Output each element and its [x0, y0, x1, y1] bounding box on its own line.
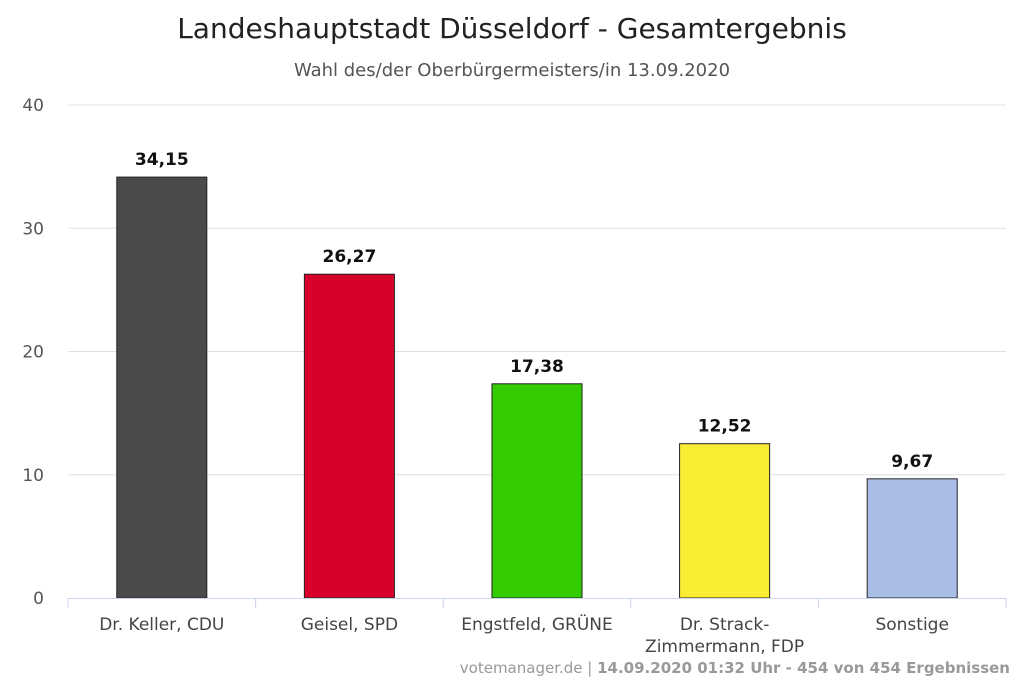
data-label: 12,52 — [698, 417, 752, 437]
bar[interactable] — [116, 176, 208, 599]
data-label: 34,15 — [135, 150, 189, 170]
x-tick-label: Geisel, SPD — [301, 615, 398, 635]
x-tick-label: Dr. Keller, CDU — [99, 615, 224, 635]
x-tick-label: Sonstige — [875, 615, 948, 635]
credits-status: 14.09.2020 01:32 Uhr - 454 von 454 Ergeb… — [597, 659, 1010, 677]
y-tick-label: 30 — [22, 219, 44, 239]
credits-separator: | — [582, 659, 598, 677]
bars — [116, 176, 958, 599]
x-tick-label: Zimmermann, FDP — [645, 637, 804, 657]
x-tick-label: Engstfeld, GRÜNE — [461, 613, 612, 635]
x-axis: Dr. Keller, CDU Geisel, SPD Engstfeld, GRÜ… — [67, 598, 1007, 657]
chart-title: Landeshauptstadt Düsseldorf - Gesamterge… — [177, 12, 847, 45]
data-label: 17,38 — [510, 357, 564, 377]
data-labels: 34,15 26,27 17,38 12,52 9,67 — [135, 150, 933, 472]
data-label: 9,67 — [891, 452, 933, 472]
y-tick-label: 10 — [22, 466, 44, 486]
x-tick-label: Dr. Strack- — [680, 615, 770, 635]
bar[interactable] — [303, 273, 395, 599]
data-label: 26,27 — [323, 247, 377, 267]
credits-source[interactable]: votemanager.de — [459, 659, 583, 677]
y-tick-label: 40 — [22, 96, 44, 116]
y-tick-label: 0 — [33, 589, 44, 609]
bar[interactable] — [679, 443, 771, 599]
chart-subtitle: Wahl des/der Oberbürgermeisters/in 13.09… — [293, 60, 731, 81]
credits[interactable]: votemanager.de | 14.09.2020 01:32 Uhr - … — [460, 659, 1010, 677]
bar[interactable] — [491, 383, 583, 599]
bar[interactable] — [866, 478, 958, 599]
y-tick-label: 20 — [22, 343, 44, 363]
